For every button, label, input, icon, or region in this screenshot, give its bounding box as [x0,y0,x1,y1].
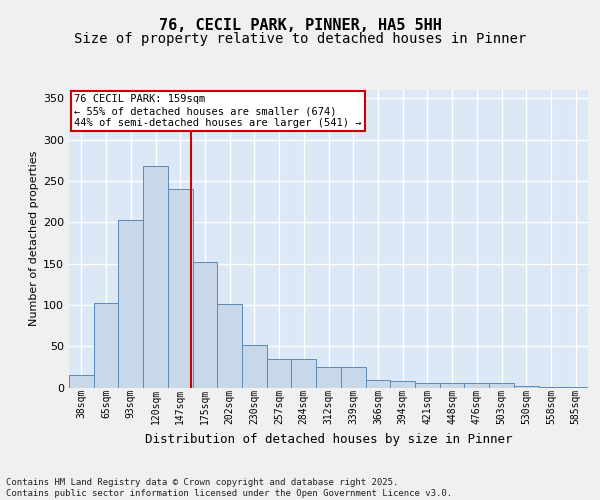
Bar [242,344,267,388]
Text: 76 CECIL PARK: 159sqm
← 55% of detached houses are smaller (674)
44% of semi-det: 76 CECIL PARK: 159sqm ← 55% of detached … [74,94,362,128]
Bar [539,386,563,388]
Text: 76, CECIL PARK, PINNER, HA5 5HH: 76, CECIL PARK, PINNER, HA5 5HH [158,18,442,32]
Bar [217,304,242,388]
Bar [415,384,440,388]
Bar [143,166,168,388]
Bar [514,386,539,388]
Bar [390,381,415,388]
Bar [341,367,365,388]
Bar [193,262,217,388]
Bar [464,384,489,388]
Bar [489,384,514,388]
Bar [168,189,193,388]
Text: Size of property relative to detached houses in Pinner: Size of property relative to detached ho… [74,32,526,46]
Y-axis label: Number of detached properties: Number of detached properties [29,151,39,326]
Text: Distribution of detached houses by size in Pinner: Distribution of detached houses by size … [145,432,512,446]
Bar [267,358,292,388]
Bar [563,386,588,388]
Bar [94,303,118,388]
Bar [118,220,143,388]
Bar [365,380,390,388]
Text: Contains HM Land Registry data © Crown copyright and database right 2025.
Contai: Contains HM Land Registry data © Crown c… [6,478,452,498]
Bar [69,375,94,388]
Bar [316,367,341,388]
Bar [440,384,464,388]
Bar [292,358,316,388]
